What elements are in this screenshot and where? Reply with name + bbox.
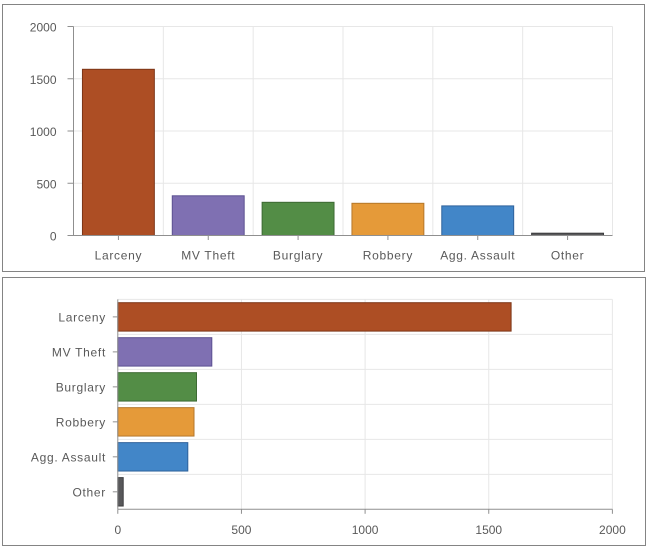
- svg-text:500: 500: [36, 177, 56, 191]
- svg-text:Robbery: Robbery: [56, 415, 106, 429]
- svg-text:1500: 1500: [475, 523, 502, 537]
- svg-text:Agg. Assault: Agg. Assault: [440, 249, 515, 263]
- svg-text:MV Theft: MV Theft: [181, 249, 235, 263]
- svg-text:0: 0: [50, 230, 57, 244]
- svg-text:Other: Other: [72, 485, 106, 499]
- svg-text:1000: 1000: [352, 523, 379, 537]
- svg-text:Larceny: Larceny: [95, 249, 143, 263]
- svg-text:MV Theft: MV Theft: [52, 345, 106, 359]
- svg-text:500: 500: [231, 523, 251, 537]
- svg-text:Larceny: Larceny: [58, 310, 106, 324]
- svg-text:1500: 1500: [30, 73, 57, 87]
- svg-text:2000: 2000: [30, 21, 57, 35]
- svg-text:Agg. Assault: Agg. Assault: [31, 450, 106, 464]
- svg-text:Other: Other: [551, 249, 585, 263]
- svg-text:Robbery: Robbery: [363, 249, 413, 263]
- svg-text:0: 0: [114, 523, 121, 537]
- svg-text:1000: 1000: [30, 125, 57, 139]
- svg-text:Burglary: Burglary: [56, 380, 106, 394]
- svg-text:Burglary: Burglary: [273, 249, 323, 263]
- svg-text:2000: 2000: [599, 523, 626, 537]
